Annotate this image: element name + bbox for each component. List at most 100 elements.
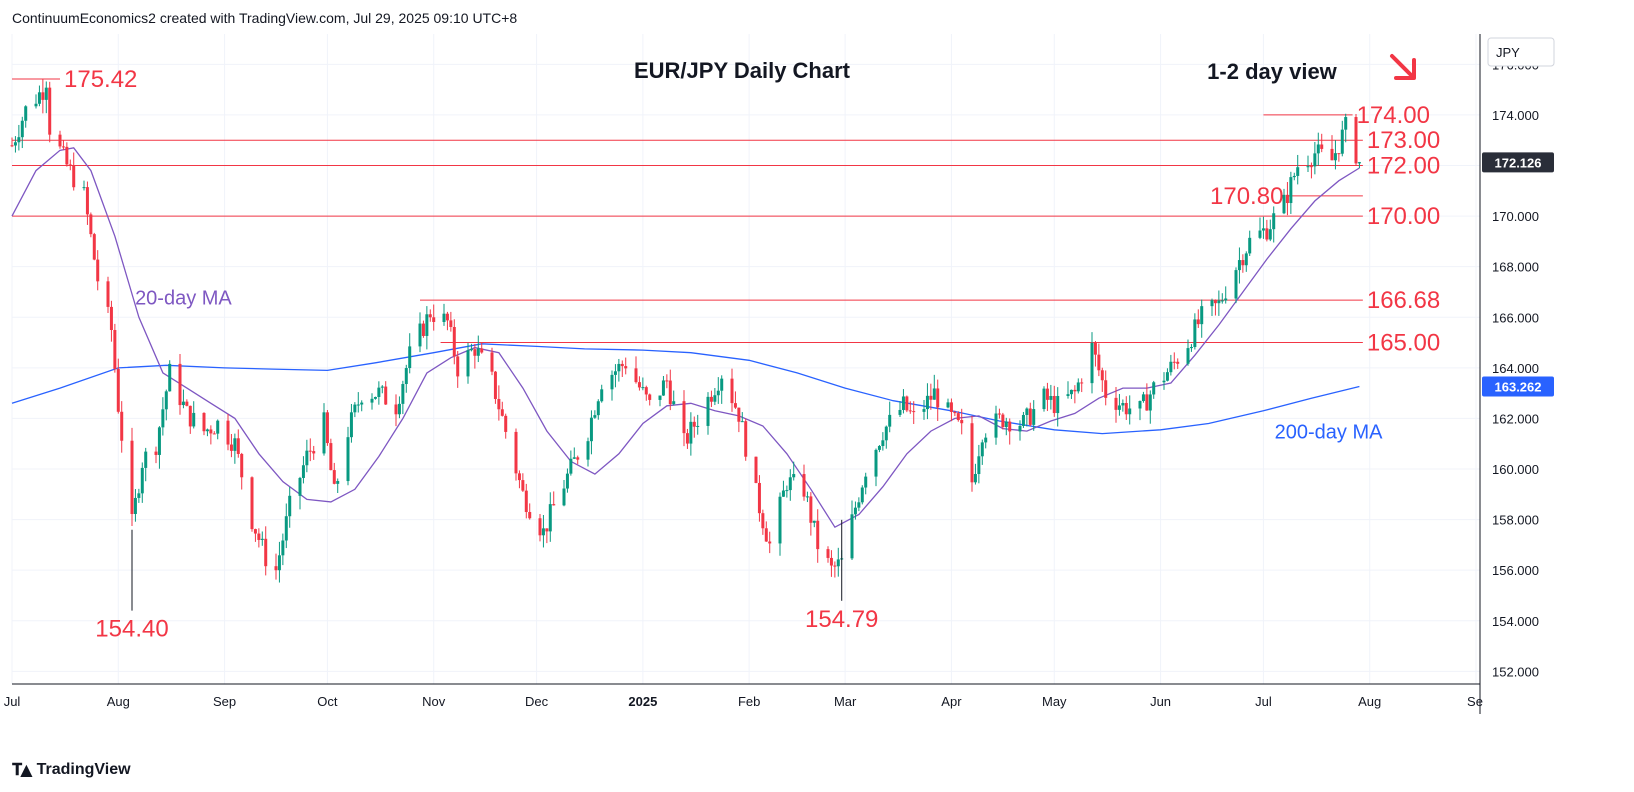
- candle-body: [209, 429, 213, 434]
- x-tick-label: Jul: [4, 694, 21, 709]
- candle-body: [1340, 129, 1344, 154]
- candle-body: [397, 403, 401, 415]
- candle-body: [733, 403, 737, 408]
- candle-body: [685, 433, 689, 444]
- y-tick-label: 164.000: [1492, 361, 1539, 376]
- candle-body: [1224, 298, 1228, 301]
- candle-body: [185, 401, 189, 406]
- candle-body: [192, 412, 196, 427]
- candle-body: [360, 402, 364, 405]
- candle-body: [65, 146, 69, 165]
- candle-body: [325, 412, 329, 444]
- x-tick-label: Oct: [317, 694, 338, 709]
- candle-body: [1200, 306, 1204, 325]
- candle-body: [929, 395, 933, 400]
- candle-body: [1114, 397, 1118, 410]
- candle-body: [130, 440, 134, 515]
- candle-body: [1320, 144, 1324, 149]
- candle-body: [1193, 319, 1197, 348]
- candle-body: [977, 456, 981, 475]
- candle-body: [596, 401, 600, 416]
- candle-body: [1186, 348, 1190, 364]
- candle-body: [1152, 382, 1156, 395]
- candle-body: [1028, 408, 1032, 425]
- plot-area[interactable]: [12, 34, 1480, 684]
- x-tick-label: Feb: [738, 694, 760, 709]
- candle-body: [428, 314, 432, 318]
- x-tick-label: Aug: [1358, 694, 1381, 709]
- candle-body: [1241, 260, 1245, 266]
- x-tick-label: Sep: [213, 694, 236, 709]
- candle-body: [1076, 382, 1080, 392]
- candle-body: [1309, 166, 1313, 168]
- candle-body: [44, 87, 48, 100]
- last-price-badge-bg: [1482, 152, 1554, 173]
- candle-body: [236, 438, 240, 454]
- candle-body: [432, 317, 436, 322]
- y-tick-label: 152.000: [1492, 664, 1539, 679]
- candle-body: [802, 474, 806, 497]
- candle-body: [493, 371, 497, 399]
- candle-body: [528, 512, 532, 519]
- candle-body: [1234, 270, 1238, 299]
- last-price-badge: 172.126: [1495, 155, 1542, 170]
- candle-body: [884, 426, 888, 441]
- candle-body: [394, 404, 398, 415]
- candle-body: [692, 421, 696, 427]
- level-label: 175.42: [64, 66, 137, 93]
- y-tick-label: 162.000: [1492, 411, 1539, 426]
- candle-body: [370, 398, 374, 403]
- candle-body: [805, 496, 809, 498]
- candle-body: [10, 145, 14, 147]
- candle-body: [1189, 347, 1193, 349]
- candle-body: [1268, 229, 1272, 240]
- candle-body: [1265, 228, 1269, 240]
- candle-body: [301, 465, 305, 478]
- candle-body: [617, 363, 621, 372]
- candle-body: [1354, 117, 1358, 164]
- x-tick-label: Nov: [422, 694, 446, 709]
- level-label: 173.00: [1367, 127, 1440, 154]
- candle-body: [456, 356, 460, 377]
- candle-body: [305, 450, 309, 466]
- x-tick-label: Jul: [1255, 694, 1272, 709]
- candle-body: [449, 320, 453, 327]
- tradingview-logo[interactable]: 𝐓▲ TradingView: [12, 760, 131, 780]
- candle-body: [610, 374, 614, 390]
- candle-body: [1080, 382, 1084, 384]
- candle-body: [589, 417, 593, 442]
- candle-body: [744, 421, 748, 457]
- candle-body: [1217, 300, 1221, 304]
- candle-body: [473, 349, 477, 356]
- candle-body: [418, 323, 422, 347]
- candle-body: [816, 520, 820, 550]
- candle-body: [600, 389, 604, 402]
- candle-body: [792, 474, 796, 478]
- candle-body: [497, 398, 501, 410]
- candle-body: [737, 407, 741, 422]
- candle-body: [908, 410, 912, 412]
- y-tick-label: 168.000: [1492, 260, 1539, 275]
- tradingview-logo-icon: 𝐓▲: [12, 760, 33, 779]
- level-label: 170.00: [1367, 203, 1440, 230]
- candle-body: [764, 528, 768, 542]
- candle-body: [973, 474, 977, 483]
- candle-body: [1093, 342, 1097, 355]
- candle-body: [709, 396, 713, 402]
- candle-body: [826, 549, 830, 558]
- candle-body: [1008, 421, 1012, 432]
- candle-body: [120, 411, 124, 441]
- candles: [10, 79, 1361, 611]
- candle-body: [109, 306, 113, 331]
- y-tick-label: 160.000: [1492, 462, 1539, 477]
- ma200-badge: 163.262: [1495, 380, 1542, 395]
- candle-body: [137, 493, 141, 498]
- tradingview-brand-text: TradingView: [36, 761, 131, 778]
- candle-body: [1272, 213, 1276, 230]
- candle-body: [1066, 394, 1070, 396]
- x-tick-label: Aug: [107, 694, 130, 709]
- x-tick-label: Apr: [941, 694, 962, 709]
- candle-body: [881, 440, 885, 447]
